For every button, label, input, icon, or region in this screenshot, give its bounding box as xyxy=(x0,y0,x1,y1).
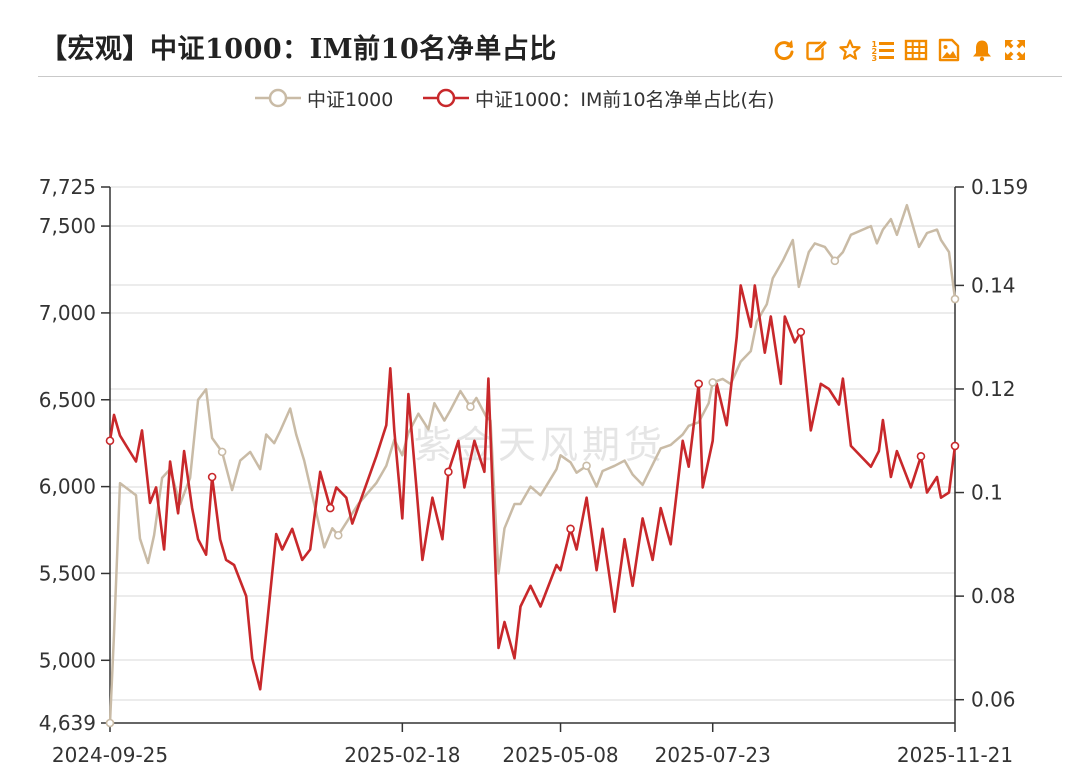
refresh-icon[interactable] xyxy=(772,38,796,62)
series-point-ratio xyxy=(325,503,335,513)
svg-text:1: 1 xyxy=(872,40,878,49)
series-point-index xyxy=(708,378,718,387)
left-tick-label: 7,000 xyxy=(39,301,96,325)
series-point-ratio xyxy=(207,472,217,482)
tick-labels: 7,725 7,500 7,000 6,500 6,000 5,500 5,000 4,639… xyxy=(39,175,1029,767)
series-line-index xyxy=(108,203,957,724)
x-tick-label: 2025-05-08 xyxy=(502,743,618,767)
left-tick-label: 7,725 xyxy=(39,175,96,199)
series-point-index xyxy=(582,461,591,471)
right-tick-label: 0.14 xyxy=(971,273,1016,297)
right-tick-label: 0.06 xyxy=(971,688,1016,712)
series-point-index xyxy=(830,256,840,266)
legend-item-index[interactable]: 中证1000 xyxy=(255,80,393,116)
series-point-ratio xyxy=(105,436,115,446)
x-tick-label: 2025-07-23 xyxy=(655,743,771,767)
watermark: 紫金天风期货 xyxy=(414,423,666,467)
legend-index-label: 中证1000 xyxy=(307,88,394,111)
right-tick-label: 0.159 xyxy=(971,175,1028,199)
series-point-ratio xyxy=(444,467,453,477)
expand-icon[interactable] xyxy=(1003,38,1027,62)
x-tick-label: 2025-02-18 xyxy=(344,743,460,767)
edit-icon[interactable] xyxy=(805,38,829,62)
series-line-ratio xyxy=(108,284,957,691)
left-tick-label: 7,500 xyxy=(39,214,96,238)
series-point-ratio xyxy=(694,379,703,389)
left-tick-label: 5,000 xyxy=(39,648,96,672)
star-icon[interactable] xyxy=(838,38,862,62)
legend-item-ratio[interactable]: 中证1000：IM前10名净单占比(右) xyxy=(423,80,774,116)
series-point-index xyxy=(950,294,960,304)
legend: 中证1000 中证1000：IM前10名净单占比(右) xyxy=(0,80,1080,116)
svg-text:2: 2 xyxy=(872,47,878,56)
image-icon[interactable] xyxy=(937,38,961,62)
left-tick-label: 6,500 xyxy=(39,388,96,412)
series-point-index xyxy=(333,530,343,540)
chart-header: 【宏观】中证1000：IM前10名净单占比 1 2 3 xyxy=(0,0,1080,78)
legend-index-marker xyxy=(255,88,301,108)
x-tick-label: 2025-11-21 xyxy=(897,743,1013,767)
series-point-ratio xyxy=(796,327,806,337)
bell-icon[interactable] xyxy=(970,38,994,62)
table-icon[interactable] xyxy=(904,38,928,62)
series-point-ratio xyxy=(916,451,926,461)
right-tick-label: 0.08 xyxy=(971,584,1016,608)
page-title: 【宏观】中证1000：IM前10名净单占比 xyxy=(40,34,557,65)
left-tick-label: 6,000 xyxy=(39,475,96,499)
left-tick-label: 4,639 xyxy=(39,711,96,735)
legend-ratio-label: 中证1000：IM前10名净单占比(右) xyxy=(475,88,775,111)
grid-lines xyxy=(110,186,955,701)
right-tick-label: 0.1 xyxy=(971,481,1003,505)
series-point-index xyxy=(466,402,475,412)
x-tick-label: 2024-09-25 xyxy=(52,743,168,767)
series-point-ratio xyxy=(950,441,960,451)
svg-text:3: 3 xyxy=(872,54,878,62)
series-point-index xyxy=(217,447,227,457)
series-markers xyxy=(105,256,960,728)
legend-ratio-marker xyxy=(423,88,469,108)
series-point-index xyxy=(105,718,115,728)
series-lines xyxy=(108,203,957,724)
list-icon[interactable]: 1 2 3 xyxy=(871,38,895,62)
header-divider xyxy=(38,76,1062,77)
right-tick-label: 0.12 xyxy=(971,377,1016,401)
left-tick-label: 5,500 xyxy=(39,561,96,585)
toolbar: 1 2 3 xyxy=(772,34,1027,66)
series-point-ratio xyxy=(566,524,575,534)
